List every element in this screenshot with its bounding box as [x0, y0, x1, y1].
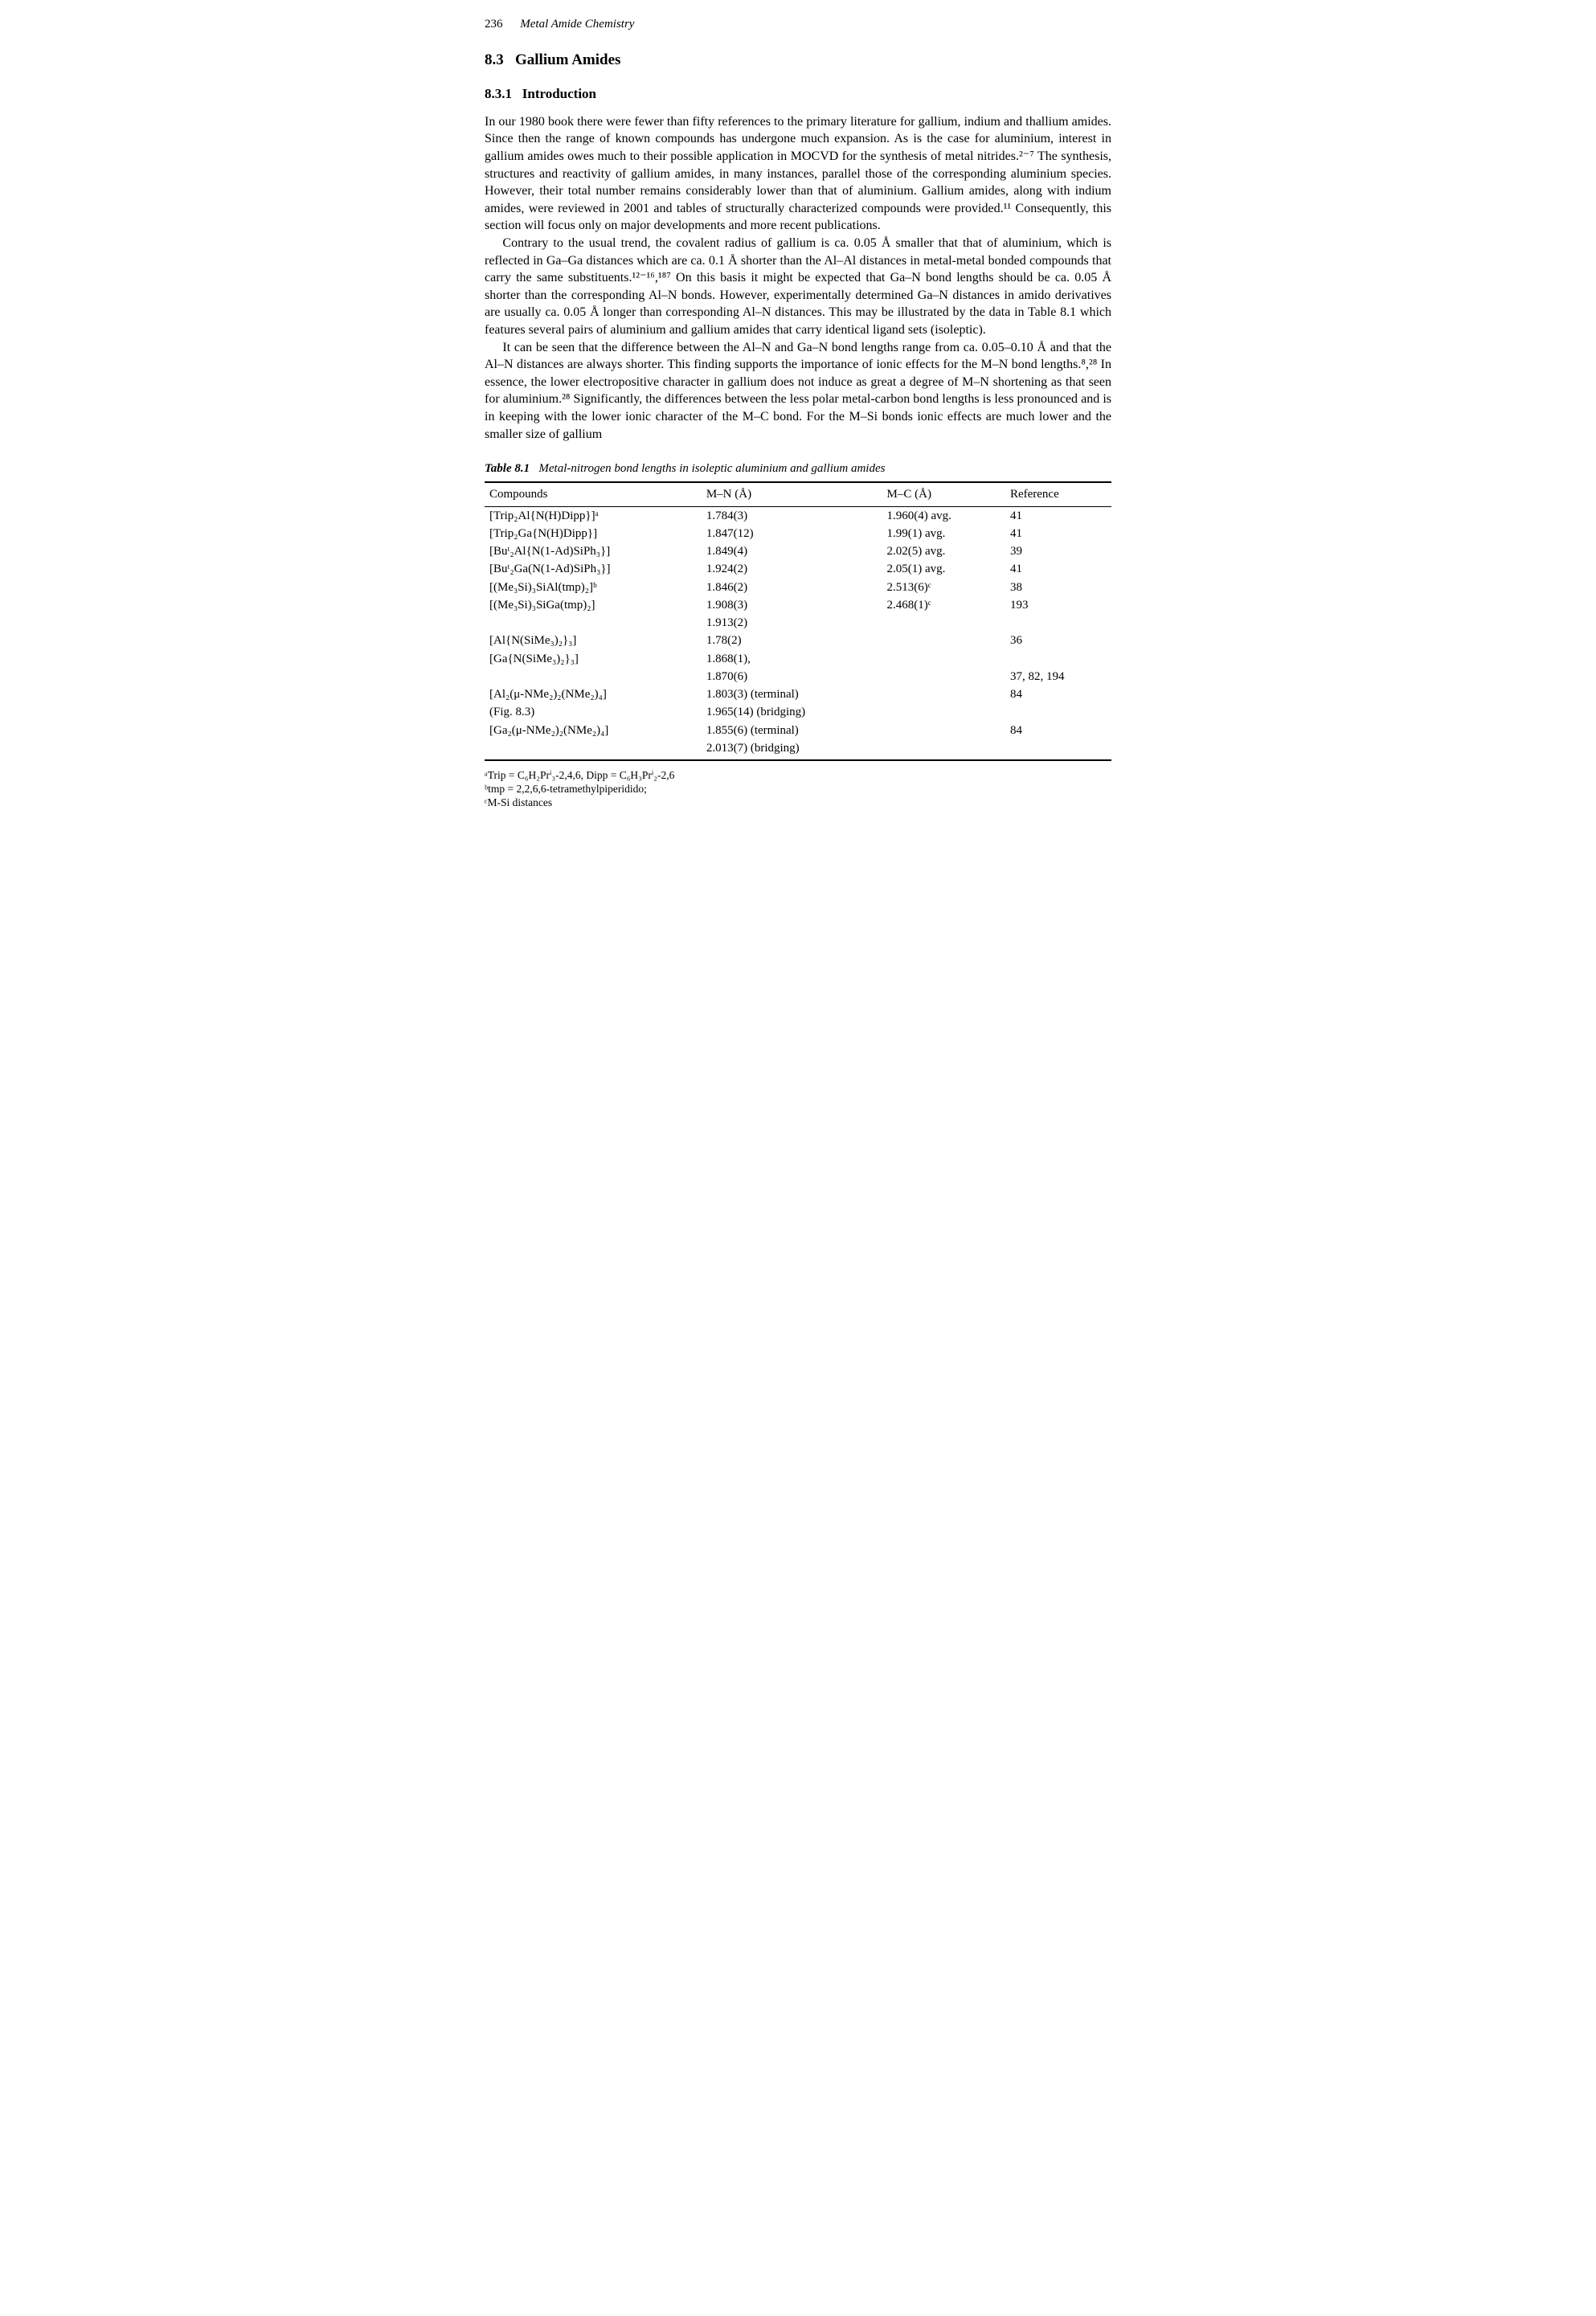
cell: 193 — [1005, 596, 1111, 614]
col-reference: Reference — [1005, 482, 1111, 506]
cell: 1.965(14) (bridging) — [702, 703, 882, 721]
cell: 1.847(12) — [702, 525, 882, 542]
col-mn: M–N (Å) — [702, 482, 882, 506]
cell: 41 — [1005, 525, 1111, 542]
cell — [882, 632, 1005, 649]
col-mc: M–C (Å) — [882, 482, 1005, 506]
cell: [Trip₂Al{N(H)Dipp}]ᵃ — [485, 506, 702, 525]
table-row: [(Me₃Si)₃SiGa(tmp)₂]1.908(3)2.468(1)ᶜ193 — [485, 596, 1111, 614]
body-paragraph: It can be seen that the difference betwe… — [485, 339, 1111, 444]
running-header: 236 Metal Amide Chemistry — [485, 16, 1111, 32]
cell: [(Me₃Si)₃SiGa(tmp)₂] — [485, 596, 702, 614]
cell: [Buᵗ₂Al{N(1-Ad)SiPh₃}] — [485, 542, 702, 560]
cell: 1.99(1) avg. — [882, 525, 1005, 542]
section-number: 8.3 — [485, 51, 504, 68]
page-number: 236 — [485, 18, 503, 31]
cell: [Ga{N(SiMe₃)₂}₃] — [485, 650, 702, 668]
cell: 2.05(1) avg. — [882, 560, 1005, 578]
cell: [Buᵗ₂Ga(N(1-Ad)SiPh₃}] — [485, 560, 702, 578]
cell — [1005, 650, 1111, 668]
cell — [882, 685, 1005, 703]
cell — [485, 668, 702, 685]
subsection-number: 8.3.1 — [485, 86, 512, 101]
cell — [1005, 739, 1111, 760]
table-row: [Trip₂Ga{N(H)Dipp}]1.847(12)1.99(1) avg.… — [485, 525, 1111, 542]
table-description: Metal-nitrogen bond lengths in isoleptic… — [538, 462, 885, 475]
cell: 1.908(3) — [702, 596, 882, 614]
cell — [1005, 703, 1111, 721]
footnote-a: ᵃTrip = C₆H₂Prⁱ₃-2,4,6, Dipp = C₆H₃Prⁱ₂-… — [485, 769, 1111, 783]
cell: 1.784(3) — [702, 506, 882, 525]
section-title: Gallium Amides — [515, 51, 620, 68]
cell: 1.849(4) — [702, 542, 882, 560]
footnote-b: ᵇtmp = 2,2,6,6-tetramethylpiperidido; — [485, 783, 1111, 796]
cell: 1.803(3) (terminal) — [702, 685, 882, 703]
cell: 1.78(2) — [702, 632, 882, 649]
table-label: Table 8.1 — [485, 462, 530, 475]
cell: 1.846(2) — [702, 579, 882, 596]
cell: 2.013(7) (bridging) — [702, 739, 882, 760]
cell: 37, 82, 194 — [1005, 668, 1111, 685]
cell — [1005, 614, 1111, 632]
body-paragraph: In our 1980 book there were fewer than f… — [485, 113, 1111, 235]
cell — [485, 614, 702, 632]
table-row: [Buᵗ₂Ga(N(1-Ad)SiPh₃}]1.924(2)2.05(1) av… — [485, 560, 1111, 578]
table-row: (Fig. 8.3)1.965(14) (bridging) — [485, 703, 1111, 721]
bond-length-table: Compounds M–N (Å) M–C (Å) Reference [Tri… — [485, 481, 1111, 761]
cell: 2.02(5) avg. — [882, 542, 1005, 560]
cell: 2.468(1)ᶜ — [882, 596, 1005, 614]
table-row: [Trip₂Al{N(H)Dipp}]ᵃ1.784(3)1.960(4) avg… — [485, 506, 1111, 525]
cell: 1.855(6) (terminal) — [702, 722, 882, 739]
cell — [485, 739, 702, 760]
table-row: [Buᵗ₂Al{N(1-Ad)SiPh₃}]1.849(4)2.02(5) av… — [485, 542, 1111, 560]
table-row: 1.913(2) — [485, 614, 1111, 632]
cell: [Trip₂Ga{N(H)Dipp}] — [485, 525, 702, 542]
subsection-title: Introduction — [522, 86, 596, 101]
cell — [882, 614, 1005, 632]
cell: 1.913(2) — [702, 614, 882, 632]
table-row: [Al{N(SiMe₃)₂}₃]1.78(2) 36 — [485, 632, 1111, 649]
cell: 38 — [1005, 579, 1111, 596]
cell: [Ga₂(μ-NMe₂)₂(NMe₂)₄] — [485, 722, 702, 739]
table-row: 2.013(7) (bridging) — [485, 739, 1111, 760]
cell: 1.870(6) — [702, 668, 882, 685]
cell: 41 — [1005, 560, 1111, 578]
table-row: [Ga₂(μ-NMe₂)₂(NMe₂)₄]1.855(6) (terminal)… — [485, 722, 1111, 739]
cell: 84 — [1005, 722, 1111, 739]
table-header-row: Compounds M–N (Å) M–C (Å) Reference — [485, 482, 1111, 506]
cell: 41 — [1005, 506, 1111, 525]
subsection-heading: 8.3.1 Introduction — [485, 85, 1111, 104]
cell: 1.868(1), — [702, 650, 882, 668]
table-caption: Table 8.1 Metal-nitrogen bond lengths in… — [485, 460, 1111, 477]
cell — [882, 650, 1005, 668]
cell: 1.924(2) — [702, 560, 882, 578]
cell — [882, 739, 1005, 760]
cell: [(Me₃Si)₃SiAl(tmp)₂]ᵇ — [485, 579, 702, 596]
cell: [Al{N(SiMe₃)₂}₃] — [485, 632, 702, 649]
cell: [Al₂(μ-NMe₂)₂(NMe₂)₄] — [485, 685, 702, 703]
cell — [882, 722, 1005, 739]
cell: 84 — [1005, 685, 1111, 703]
col-compounds: Compounds — [485, 482, 702, 506]
cell — [882, 668, 1005, 685]
cell — [882, 703, 1005, 721]
table-footnotes: ᵃTrip = C₆H₂Prⁱ₃-2,4,6, Dipp = C₆H₃Prⁱ₂-… — [485, 769, 1111, 810]
body-paragraph: Contrary to the usual trend, the covalen… — [485, 235, 1111, 339]
table-row: [(Me₃Si)₃SiAl(tmp)₂]ᵇ1.846(2)2.513(6)ᶜ38 — [485, 579, 1111, 596]
cell: 2.513(6)ᶜ — [882, 579, 1005, 596]
table-row: 1.870(6) 37, 82, 194 — [485, 668, 1111, 685]
cell: 36 — [1005, 632, 1111, 649]
running-title: Metal Amide Chemistry — [520, 18, 634, 31]
table-row: [Al₂(μ-NMe₂)₂(NMe₂)₄]1.803(3) (terminal)… — [485, 685, 1111, 703]
footnote-c: ᶜM-Si distances — [485, 796, 1111, 810]
cell: 39 — [1005, 542, 1111, 560]
cell: (Fig. 8.3) — [485, 703, 702, 721]
cell: 1.960(4) avg. — [882, 506, 1005, 525]
table-row: [Ga{N(SiMe₃)₂}₃]1.868(1), — [485, 650, 1111, 668]
section-heading: 8.3 Gallium Amides — [485, 50, 1111, 71]
